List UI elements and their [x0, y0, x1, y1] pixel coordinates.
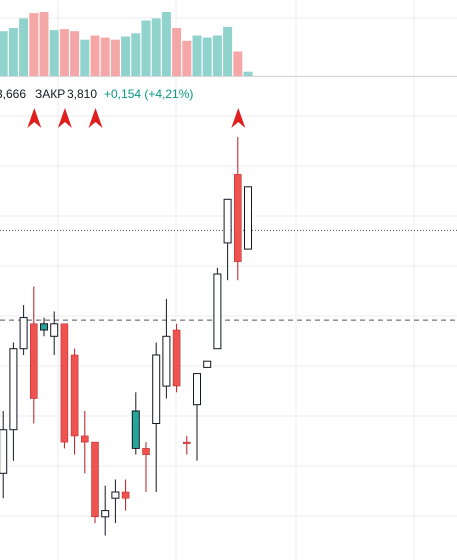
candle	[70, 348, 79, 455]
candle	[101, 485, 110, 536]
candle	[213, 267, 222, 350]
candle	[142, 442, 150, 492]
volume-bar	[212, 35, 222, 76]
candle-body	[183, 441, 191, 444]
signal-marker[interactable]	[57, 108, 72, 128]
candle-body	[50, 323, 59, 337]
candle-body	[213, 273, 222, 350]
volume-bar	[223, 26, 233, 76]
candle-body	[30, 323, 38, 399]
volume-bar	[29, 13, 39, 77]
candle	[223, 198, 232, 281]
candle-body	[162, 335, 171, 387]
volume-bar	[100, 37, 110, 76]
candle	[60, 323, 69, 449]
volume-bar	[49, 30, 59, 77]
volume-bar	[141, 20, 151, 76]
price-lines	[0, 229, 457, 321]
candle	[40, 317, 48, 337]
volume-bar	[39, 12, 49, 76]
candle	[50, 311, 59, 355]
volume-bar	[8, 28, 18, 76]
signal-marker[interactable]	[231, 108, 246, 128]
candle-body	[223, 198, 232, 244]
candle-body	[193, 373, 201, 406]
candle-body	[9, 348, 18, 431]
volume-bar	[121, 36, 131, 76]
volume-bar	[19, 18, 29, 76]
candle	[81, 411, 89, 474]
candle	[19, 305, 28, 355]
candle-body	[111, 491, 120, 499]
volume-bar	[192, 35, 202, 76]
candle-body	[234, 174, 242, 262]
volume-bar	[233, 51, 243, 76]
candle	[234, 137, 242, 281]
candle	[111, 479, 120, 524]
volume-bar	[80, 39, 90, 76]
candle	[152, 342, 161, 492]
volume-bar	[90, 35, 100, 76]
candle	[9, 342, 18, 461]
volume-bar	[243, 71, 253, 76]
volume-bars	[0, 12, 253, 77]
volume-bar	[161, 12, 171, 76]
candle-body	[40, 323, 48, 331]
legend-close-value: 3,810	[67, 87, 97, 101]
candle-body	[131, 410, 140, 449]
candle	[121, 479, 130, 511]
candle-body	[70, 354, 79, 437]
legend-low-value: 3,666	[0, 87, 26, 101]
candle	[91, 441, 99, 524]
candle-body	[91, 441, 99, 518]
candle-body	[121, 491, 130, 499]
volume-bar	[59, 29, 69, 77]
candle	[203, 360, 212, 368]
volume-bar	[151, 18, 161, 76]
candle-body	[60, 323, 69, 443]
volume-bar	[172, 28, 182, 76]
ohlc-legend: 3,666 ЗАКР 3,810 +0,154 (+4,21%)	[0, 87, 193, 101]
candle-body	[203, 360, 212, 368]
candle-body	[0, 429, 8, 474]
candle-body	[142, 448, 150, 455]
candle-body	[244, 186, 252, 250]
candle	[193, 373, 201, 461]
candle-body	[81, 435, 89, 443]
legend-close-label: ЗАКР	[35, 87, 65, 101]
candle	[30, 286, 38, 424]
signal-marker[interactable]	[27, 108, 42, 128]
legend-change: +0,154 (+4,21%)	[104, 87, 193, 101]
volume-bar	[182, 40, 192, 76]
volume-bar	[70, 31, 80, 76]
volume-bar	[202, 37, 212, 76]
candle-body	[172, 329, 181, 387]
volume-bar	[131, 33, 141, 76]
candle	[183, 435, 191, 455]
volume-bar	[110, 39, 120, 76]
candle-body	[101, 510, 110, 518]
candle	[131, 392, 140, 455]
candle-body	[19, 317, 28, 350]
signal-marker[interactable]	[88, 108, 103, 128]
candlesticks	[0, 137, 252, 536]
candle	[244, 186, 252, 250]
volume-bar	[0, 31, 8, 76]
candle	[0, 411, 8, 499]
candle	[172, 323, 181, 393]
annotation-markers	[27, 108, 246, 128]
candle-body	[152, 354, 161, 424]
candle	[162, 298, 171, 399]
